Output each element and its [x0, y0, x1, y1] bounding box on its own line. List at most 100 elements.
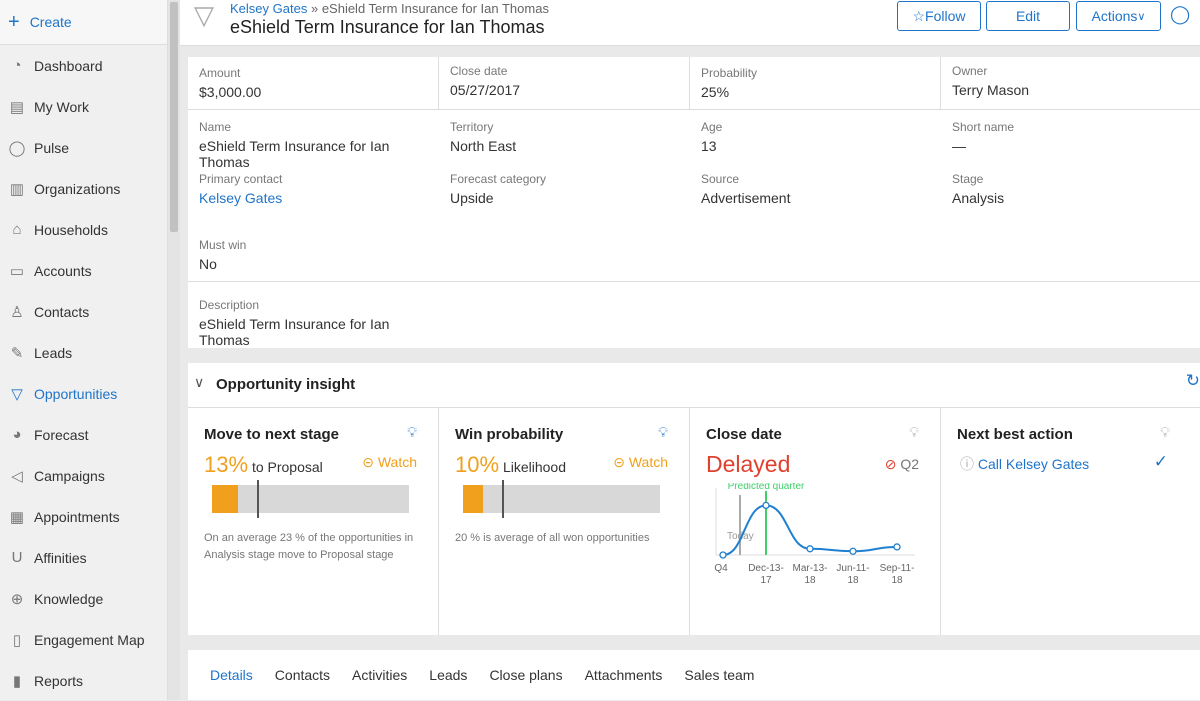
- breadcrumb-link[interactable]: Kelsey Gates: [230, 1, 308, 16]
- sidebar-scrollbar[interactable]: [168, 0, 180, 700]
- sidebar-item-label: Accounts: [34, 262, 92, 279]
- check-icon[interactable]: ✓: [1153, 452, 1168, 471]
- building-icon: ▥: [9, 180, 25, 198]
- watch-button[interactable]: ⊝ Watch: [613, 454, 668, 470]
- sidebar-item-campaigns[interactable]: ◁ Campaigns: [0, 455, 167, 496]
- sidebar-item-households[interactable]: ⌂ Households: [0, 209, 167, 250]
- tab-details[interactable]: Details: [210, 667, 253, 683]
- x-tick-label: Mar-13-: [792, 563, 827, 574]
- lightbulb-icon[interactable]: 💡︎: [1160, 424, 1170, 440]
- data-point: [806, 545, 814, 553]
- tab-close-plans[interactable]: Close plans: [489, 667, 563, 683]
- tab-contacts[interactable]: Contacts: [274, 667, 331, 683]
- edit-button[interactable]: Edit: [986, 1, 1070, 31]
- data-point: [893, 543, 901, 551]
- scrollbar-thumb[interactable]: [170, 2, 178, 232]
- sidebar-item-my-work[interactable]: ▤ My Work: [0, 86, 167, 127]
- sidebar-item-affinities[interactable]: U Affinities: [0, 537, 167, 578]
- lightbulb-icon[interactable]: 💡︎: [909, 424, 919, 440]
- sidebar-item-label: Organizations: [34, 180, 121, 197]
- comment-icon[interactable]: ◯: [1170, 4, 1191, 24]
- field-value: 25%: [701, 84, 730, 100]
- data-point: [719, 551, 727, 559]
- x-tick-label: 17: [760, 575, 772, 586]
- field-owner: Owner Terry Mason: [952, 64, 1192, 98]
- next-action-link[interactable]: ⓘ Call Kelsey Gates: [960, 454, 1089, 474]
- create-label: Create: [29, 14, 72, 30]
- sidebar-item-label: Opportunities: [34, 385, 118, 402]
- refresh-icon[interactable]: ↻: [1185, 371, 1200, 390]
- sidebar-item-engagement-map[interactable]: ▯ Engagement Map: [0, 619, 167, 660]
- today-label: Today: [727, 531, 754, 542]
- tab-activities[interactable]: Activities: [352, 667, 408, 683]
- field-value: 13: [701, 138, 717, 154]
- field-value[interactable]: Kelsey Gates: [199, 190, 283, 206]
- follow-button[interactable]: ☆ Follow: [897, 1, 981, 31]
- actions-label: Actions: [1091, 8, 1138, 24]
- sidebar-item-reports[interactable]: ▮ Reports: [0, 660, 167, 701]
- delayed-icon: ⊘: [884, 456, 897, 472]
- watch-label: Watch: [628, 454, 668, 470]
- progress-fill: [463, 485, 483, 513]
- sidebar-item-contacts[interactable]: ♙ Contacts: [0, 291, 167, 332]
- win-percent: 10%: [455, 452, 500, 477]
- sidebar-item-label: Households: [34, 221, 108, 238]
- to-label: to: [251, 459, 264, 475]
- field-label: Owner: [952, 64, 988, 78]
- next-best-action-card: Next best action 💡︎ ⓘ Call Kelsey Gates …: [941, 408, 1192, 635]
- inbox-icon: ▤: [9, 98, 25, 116]
- insight-title: Opportunity insight: [216, 376, 356, 393]
- field-label: Short name: [952, 120, 1015, 134]
- tab-attachments[interactable]: Attachments: [584, 667, 663, 683]
- sidebar-item-organizations[interactable]: ▥ Organizations: [0, 168, 167, 209]
- collapse-chevron-icon[interactable]: ∨: [194, 374, 205, 390]
- sidebar: + Create ◔ Dashboard ▤ My Work ◯ Pulse ▥ Organiz…: [0, 0, 168, 700]
- info-icon: ⓘ: [960, 456, 974, 472]
- plus-icon: +: [8, 10, 20, 33]
- sidebar-item-opportunities[interactable]: ▽ Opportunities: [0, 373, 167, 414]
- star-icon: ☆: [912, 7, 926, 24]
- bar-chart-icon: ▮: [12, 672, 22, 690]
- chevron-down-icon: ∨: [1137, 10, 1146, 23]
- insight-panel: ∨ Opportunity insight ↻ Move to next sta…: [188, 363, 1200, 635]
- sidebar-item-label: Reports: [34, 672, 84, 689]
- lightbulb-icon[interactable]: 💡︎: [658, 424, 668, 440]
- x-tick-label: 18: [847, 575, 859, 586]
- field-value: eShield Term Insurance for Ian Thomas: [199, 138, 390, 170]
- tab-leads[interactable]: Leads: [429, 667, 468, 683]
- card-title: Next best action: [957, 426, 1073, 443]
- sidebar-item-dashboard[interactable]: ◔ Dashboard: [0, 45, 167, 86]
- actions-button[interactable]: Actions ∨: [1076, 1, 1161, 31]
- field-label: Territory: [450, 120, 494, 134]
- breadcrumb-separator: »: [310, 1, 319, 16]
- win-progress: [463, 480, 660, 518]
- field-probability: Probability 25%: [701, 66, 941, 100]
- sidebar-item-knowledge[interactable]: ⊕ Knowledge: [0, 578, 167, 619]
- next-stage-card: Move to next stage 💡︎ 13% to Proposal ⊝ …: [188, 408, 439, 635]
- funnel-icon: ▽: [11, 385, 23, 403]
- field-label: Amount: [199, 66, 241, 80]
- field-territory: Territory North East: [450, 120, 690, 154]
- breadcrumb: Kelsey Gates » eShield Term Insurance fo…: [230, 1, 549, 16]
- lightbulb-icon[interactable]: 💡︎: [407, 424, 417, 440]
- sidebar-item-accounts[interactable]: ▭ Accounts: [0, 250, 167, 291]
- average-marker: [502, 480, 505, 518]
- predicted-label: Predicted quarter: [728, 483, 805, 492]
- field-label: Close date: [450, 64, 508, 78]
- quarter-label: Q2: [900, 456, 919, 472]
- create-button[interactable]: + Create: [0, 0, 167, 45]
- x-tick-label: Q4: [714, 563, 728, 574]
- watch-button[interactable]: ⊝ Watch: [362, 454, 417, 470]
- field-stage: Stage Analysis: [952, 172, 1192, 206]
- sidebar-item-pulse[interactable]: ◯ Pulse: [0, 127, 167, 168]
- data-point: [849, 547, 857, 555]
- sidebar-item-leads[interactable]: ✎ Leads: [0, 332, 167, 373]
- likelihood-label: Likelihood: [502, 459, 566, 475]
- contact-card-icon: ♙: [10, 303, 24, 321]
- sidebar-item-label: Affinities: [34, 549, 87, 566]
- tab-sales-team[interactable]: Sales team: [684, 667, 755, 683]
- sidebar-item-forecast[interactable]: ◕ Forecast: [0, 414, 167, 455]
- field-primary-contact: Primary contact Kelsey Gates: [199, 172, 439, 206]
- field-source: Source Advertisement: [701, 172, 941, 206]
- sidebar-item-appointments[interactable]: ▦ Appointments: [0, 496, 167, 537]
